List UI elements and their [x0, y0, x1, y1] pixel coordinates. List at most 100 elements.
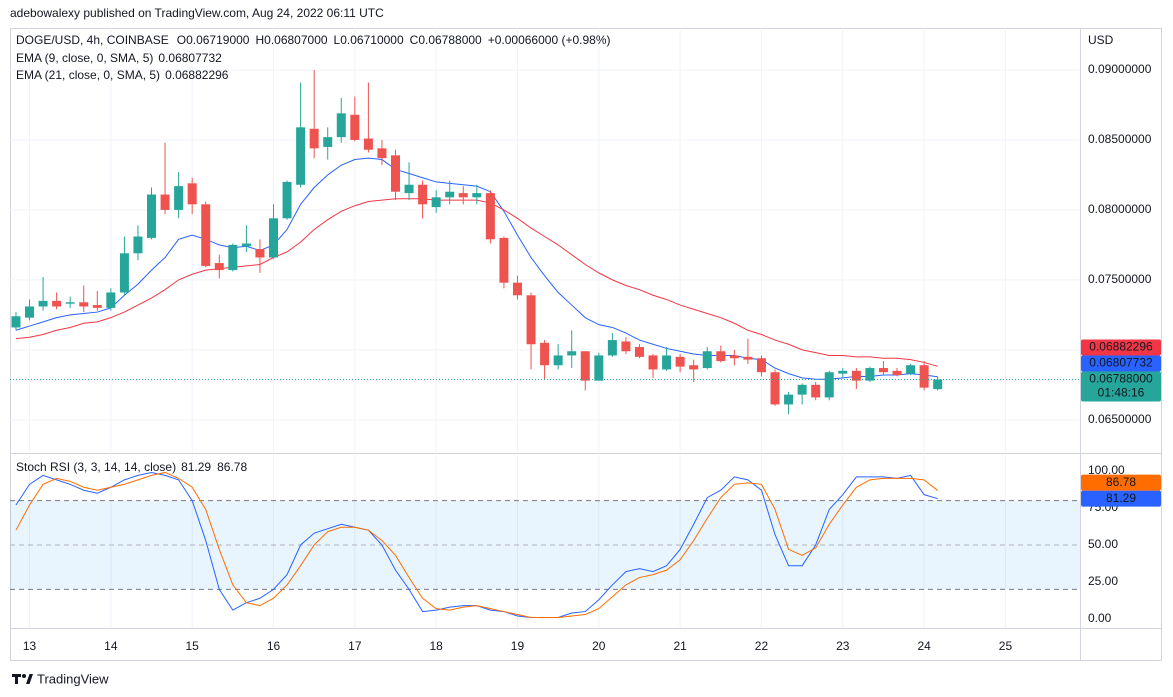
- candle-body: [52, 300, 62, 307]
- brand: TradingView: [37, 671, 109, 686]
- candle-body: [323, 137, 333, 147]
- candle-body: [296, 127, 306, 185]
- candle-body: [174, 186, 184, 210]
- price-box-label: 01:48:16: [1098, 386, 1145, 400]
- x-tick-label: 19: [511, 639, 525, 653]
- candle-body: [580, 351, 590, 381]
- candle-body: [431, 197, 441, 208]
- candle-body: [878, 368, 888, 373]
- candle-body: [756, 358, 766, 373]
- y-tick-label: 100.00: [1088, 463, 1125, 477]
- candle-body: [119, 253, 129, 293]
- candle-body: [92, 305, 102, 308]
- price-box: [1081, 355, 1161, 372]
- candle-body: [458, 193, 468, 198]
- y-tick-label: 0.00: [1088, 611, 1112, 625]
- candle-body: [797, 384, 807, 395]
- candle-body: [25, 306, 35, 318]
- candle-body: [363, 138, 373, 150]
- logo-slash: [26, 674, 33, 684]
- candle-body: [851, 370, 861, 381]
- candle-body: [485, 193, 495, 240]
- brand-logo: [12, 674, 33, 684]
- price-box: [1081, 339, 1161, 356]
- candle-body: [201, 204, 211, 266]
- candle-body: [621, 341, 631, 352]
- symbol: DOGE/USD, 4h, COINBASE: [16, 33, 169, 47]
- candle-body: [133, 236, 143, 254]
- price-box-label: 86.78: [1106, 475, 1136, 489]
- price-box-label: 0.06882296: [1089, 340, 1153, 354]
- candle-body: [567, 351, 577, 356]
- candle-body: [241, 243, 251, 247]
- candle-body: [784, 394, 794, 405]
- ohlc-key: L: [334, 33, 341, 47]
- logo-dot: [22, 674, 26, 678]
- ohlc-key: C: [410, 33, 419, 47]
- candle-body: [377, 148, 387, 159]
- candle-body: [662, 355, 672, 370]
- ohlc-value: 0.06807000: [264, 33, 328, 47]
- candle-body: [228, 244, 238, 271]
- ohlc-key: O: [177, 33, 186, 47]
- candle-body: [404, 184, 414, 194]
- candle-body: [729, 355, 739, 359]
- y-tick-label: 25.00: [1088, 574, 1118, 588]
- legend-value: 86.78: [217, 460, 247, 474]
- candle-body: [702, 351, 712, 369]
- change: +0.00066000 (+0.98%): [488, 33, 611, 47]
- ohlc-value: 0.06710000: [340, 33, 404, 47]
- candle-body: [648, 355, 658, 370]
- candle-body: [147, 194, 157, 238]
- candle-body: [418, 184, 428, 205]
- candle-body: [540, 342, 550, 366]
- x-tick-label: 15: [185, 639, 199, 653]
- ohlc-value: 0.06719000: [186, 33, 250, 47]
- candle-body: [634, 347, 644, 357]
- candle-body: [716, 351, 726, 362]
- candle-body: [594, 355, 604, 381]
- candle-body: [445, 191, 455, 198]
- stoch-line: [15, 471, 938, 618]
- candle-body: [11, 316, 21, 328]
- candle-body: [675, 356, 685, 367]
- x-tick-label: 18: [429, 639, 443, 653]
- x-tick-label: 13: [23, 639, 37, 653]
- price-box-label: 0.06788000: [1089, 372, 1153, 386]
- x-tick-label: 20: [592, 639, 606, 653]
- candle-body: [187, 183, 197, 205]
- legend-name: EMA (9, close, 0, SMA, 5): [16, 51, 153, 65]
- x-tick-label: 14: [104, 639, 118, 653]
- candle-body: [824, 372, 834, 398]
- candle-body: [892, 370, 902, 376]
- x-tick-label: 24: [917, 639, 931, 653]
- frame: [10, 28, 1162, 661]
- candle-body: [38, 300, 48, 307]
- candle-body: [607, 340, 617, 356]
- candle-body: [906, 365, 916, 374]
- y-unit: USD: [1088, 33, 1114, 47]
- legend-value: 0.06882296: [165, 68, 229, 82]
- legend-name: EMA (21, close, 0, SMA, 5): [16, 68, 160, 82]
- logo-mark: [12, 674, 21, 684]
- candle-body: [865, 368, 875, 381]
- price-box: [1081, 474, 1161, 491]
- candle-body: [106, 292, 116, 308]
- candle-body: [743, 356, 753, 360]
- candle-body: [350, 114, 360, 140]
- price-box: [1081, 490, 1161, 507]
- candle-body: [336, 113, 346, 138]
- x-tick-label: 17: [348, 639, 362, 653]
- candle-body: [838, 370, 848, 374]
- price-box: [1081, 371, 1161, 402]
- x-tick-label: 16: [267, 639, 281, 653]
- ohlc-key: H: [255, 33, 264, 47]
- x-tick-label: 25: [999, 639, 1013, 653]
- candle-body: [472, 193, 482, 198]
- candle-body: [65, 302, 75, 304]
- indicator-name: Stoch RSI (3, 3, 14, 14, close): [16, 460, 176, 474]
- price-box-label: 0.06807732: [1089, 356, 1153, 370]
- y-tick-label: 0.09000000: [1088, 62, 1152, 76]
